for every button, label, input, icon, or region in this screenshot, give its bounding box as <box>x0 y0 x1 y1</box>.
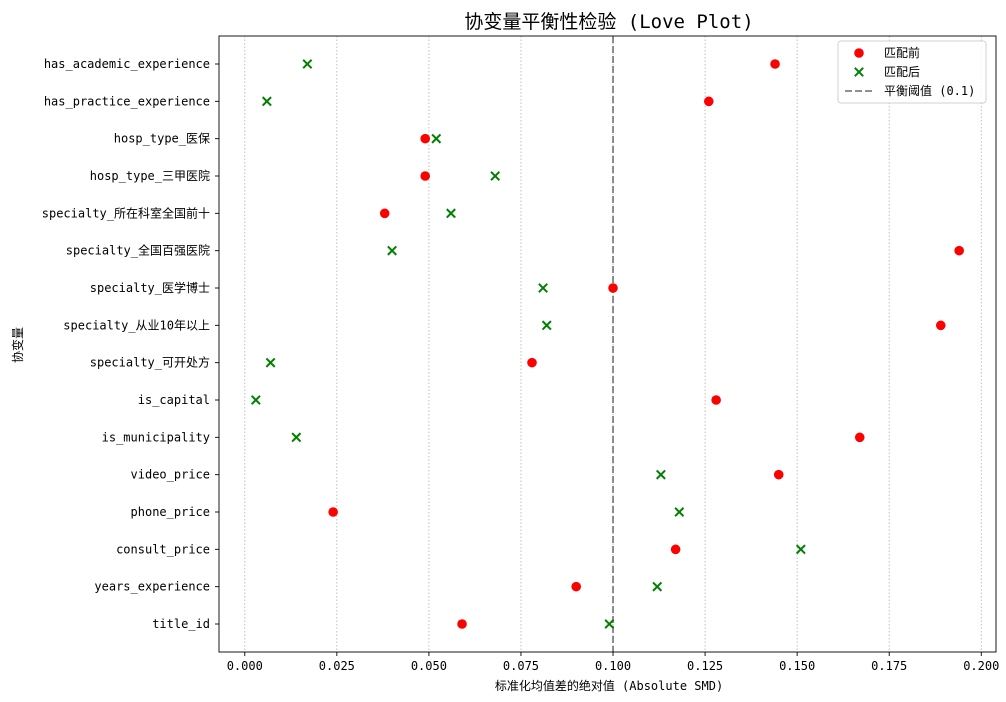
plot-frame <box>218 35 997 653</box>
y-tick-label: years_experience <box>94 580 210 594</box>
x-tick-label: 0.175 <box>871 659 907 673</box>
y-tick-label: title_id <box>152 617 210 631</box>
after-match-point <box>265 357 276 368</box>
y-tick-label: hosp_type_三甲医院 <box>90 169 210 183</box>
before-match-point <box>670 544 681 555</box>
legend-before-swatch <box>854 48 864 58</box>
legend-label: 匹配前 <box>884 45 920 60</box>
y-tick-label: hosp_type_医保 <box>114 132 210 146</box>
y-tick-label: is_capital <box>138 393 210 407</box>
legend-label: 平衡阈值 (0.1) <box>884 83 975 98</box>
x-tick-label: 0.150 <box>779 659 815 673</box>
before-match-point <box>457 619 467 629</box>
chart-title: 协变量平衡性检验 (Love Plot) <box>464 11 753 33</box>
x-tick-label: 0.100 <box>595 659 631 673</box>
plot-area: 0.000 0.025 0.050 0.075 0.100 0.125 0.150 0.175… <box>42 35 999 673</box>
legend-after-swatch <box>854 67 864 77</box>
before-match-point <box>608 283 618 293</box>
after-match-point <box>291 432 302 443</box>
after-match-point <box>541 320 552 331</box>
after-match-point <box>795 544 806 555</box>
after-match-point <box>250 395 261 405</box>
x-axis-title: 标准化均值差的绝对值 (Absolute SMD) <box>495 678 723 693</box>
after-match-point <box>431 133 442 144</box>
after-match-point <box>652 581 663 592</box>
before-match-point <box>954 245 964 256</box>
before-match-point <box>527 357 537 368</box>
after-match-point <box>490 171 501 181</box>
before-match-point <box>711 395 721 405</box>
x-tick-label: 0.025 <box>319 659 355 673</box>
legend-box <box>837 40 987 104</box>
after-match-point <box>655 469 666 480</box>
y-tick-label: phone_price <box>131 505 210 519</box>
legend-label: 匹配后 <box>884 65 920 79</box>
before-match-point <box>773 469 784 480</box>
x-tick-label: 0.075 <box>503 659 539 673</box>
after-match-point <box>261 96 272 107</box>
x-tick-label: 0.200 <box>963 659 999 673</box>
before-match-point <box>703 96 714 107</box>
y-tick-label: consult_price <box>116 542 210 556</box>
before-match-point <box>379 208 390 219</box>
y-tick-label: specialty_从业10年以上 <box>63 318 210 332</box>
after-match-point <box>538 283 548 293</box>
after-match-point <box>302 59 313 69</box>
y-axis-title: 协变量 <box>10 327 25 363</box>
x-tick-label: 0.125 <box>687 659 723 673</box>
before-match-point <box>854 432 865 443</box>
before-match-point <box>420 133 431 144</box>
y-tick-label: specialty_所在科室全国前十 <box>42 205 210 220</box>
before-match-point <box>770 59 780 69</box>
y-tick-label: has_practice_experience <box>44 94 210 108</box>
after-match-point <box>387 245 397 256</box>
y-tick-label: has_academic_experience <box>44 57 210 71</box>
after-match-point <box>604 619 615 629</box>
after-match-point <box>674 507 685 517</box>
x-tick-label: 0.000 <box>227 659 263 673</box>
y-tick-label: specialty_全国百强医院 <box>66 243 210 258</box>
after-match-point <box>446 208 456 219</box>
y-tick-label: is_municipality <box>102 430 210 444</box>
y-tick-label: video_price <box>131 468 210 482</box>
before-match-point <box>935 320 946 331</box>
before-match-point <box>571 581 581 592</box>
before-match-point <box>328 507 338 517</box>
before-match-point <box>420 171 431 181</box>
y-tick-label: specialty_可开处方 <box>90 355 210 370</box>
x-tick-label: 0.050 <box>411 659 447 673</box>
y-tick-label: specialty_医学博士 <box>90 280 210 295</box>
